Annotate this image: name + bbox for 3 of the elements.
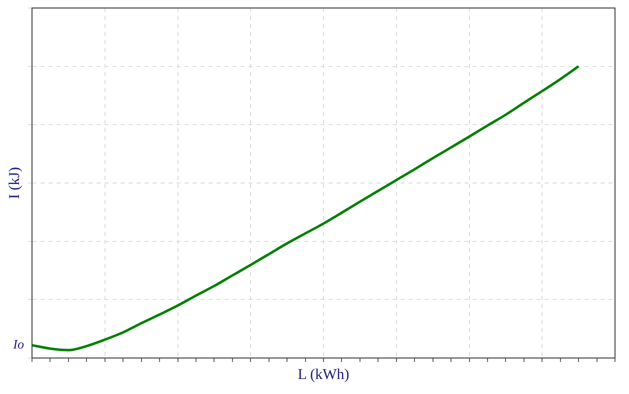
text: Io: [12, 336, 24, 352]
x-axis-title: L (kWh): [298, 366, 350, 383]
y-axis-title: I (kJ): [6, 166, 23, 200]
